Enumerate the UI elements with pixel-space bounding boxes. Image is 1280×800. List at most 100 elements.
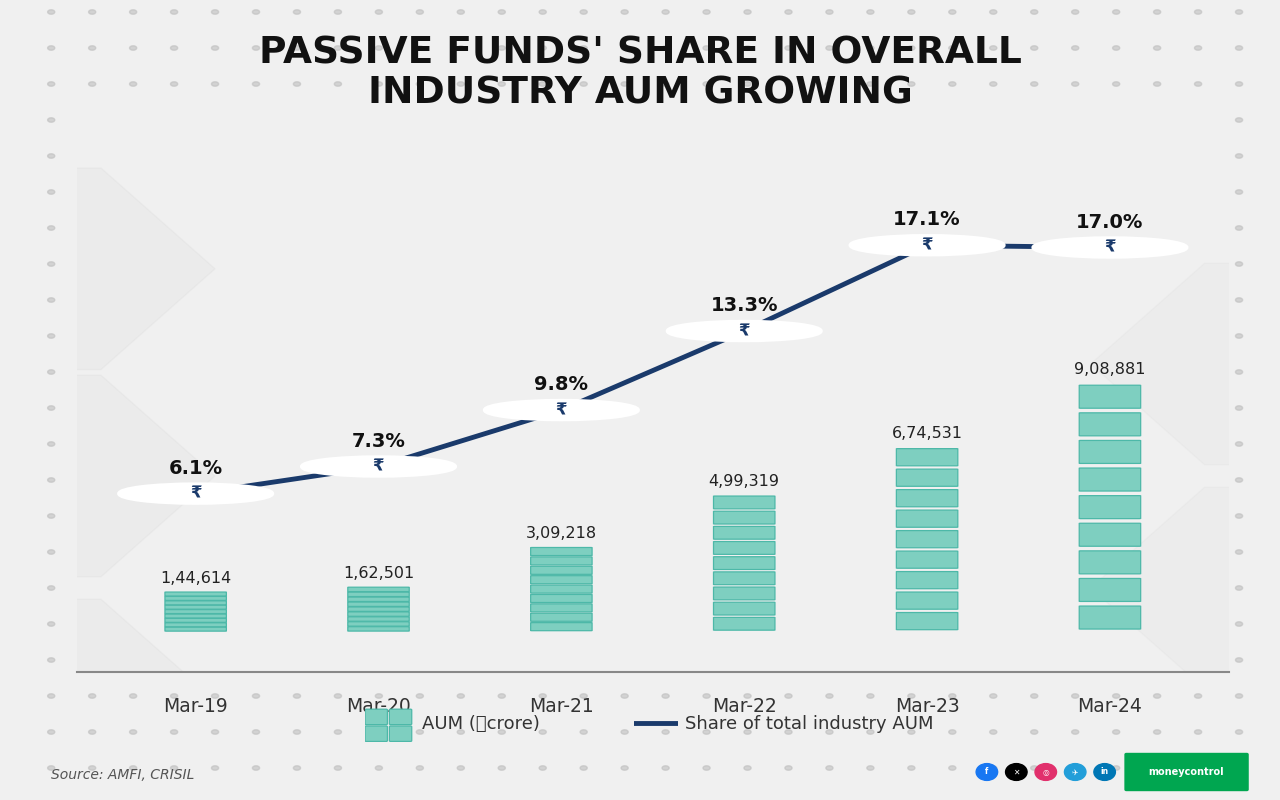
Text: ₹: ₹ xyxy=(372,458,384,475)
FancyBboxPatch shape xyxy=(365,709,388,725)
Polygon shape xyxy=(1091,487,1280,689)
Text: 17.1%: 17.1% xyxy=(893,210,961,230)
FancyBboxPatch shape xyxy=(713,542,774,554)
FancyBboxPatch shape xyxy=(165,592,227,596)
FancyBboxPatch shape xyxy=(896,592,957,610)
FancyBboxPatch shape xyxy=(1079,523,1140,546)
FancyBboxPatch shape xyxy=(1079,606,1140,629)
FancyBboxPatch shape xyxy=(1079,496,1140,518)
FancyBboxPatch shape xyxy=(531,614,593,622)
FancyBboxPatch shape xyxy=(348,592,410,597)
Text: 4,99,319: 4,99,319 xyxy=(709,474,780,490)
Text: ◎: ◎ xyxy=(1042,767,1050,777)
Circle shape xyxy=(850,236,1004,254)
FancyBboxPatch shape xyxy=(713,511,774,524)
Text: ₹: ₹ xyxy=(922,236,933,254)
Text: PASSIVE FUNDS' SHARE IN OVERALL: PASSIVE FUNDS' SHARE IN OVERALL xyxy=(259,36,1021,72)
Circle shape xyxy=(1006,763,1027,781)
Circle shape xyxy=(977,763,997,781)
FancyBboxPatch shape xyxy=(1079,551,1140,574)
Text: 1,62,501: 1,62,501 xyxy=(343,566,415,582)
Text: ₹: ₹ xyxy=(1105,238,1116,257)
FancyBboxPatch shape xyxy=(348,607,410,611)
Polygon shape xyxy=(0,375,215,577)
FancyBboxPatch shape xyxy=(165,614,227,618)
FancyBboxPatch shape xyxy=(713,526,774,539)
FancyBboxPatch shape xyxy=(348,612,410,616)
Text: 9.8%: 9.8% xyxy=(534,375,589,394)
Text: 1,44,614: 1,44,614 xyxy=(160,571,232,586)
FancyBboxPatch shape xyxy=(896,530,957,548)
FancyBboxPatch shape xyxy=(531,594,593,602)
FancyBboxPatch shape xyxy=(713,557,774,570)
FancyBboxPatch shape xyxy=(896,551,957,568)
FancyBboxPatch shape xyxy=(713,496,774,509)
Text: Share of total industry AUM: Share of total industry AUM xyxy=(685,715,933,733)
FancyBboxPatch shape xyxy=(165,622,227,626)
Circle shape xyxy=(485,401,639,419)
Text: ✈: ✈ xyxy=(1073,767,1078,777)
FancyBboxPatch shape xyxy=(896,510,957,527)
FancyBboxPatch shape xyxy=(531,566,593,574)
FancyBboxPatch shape xyxy=(1124,753,1249,791)
Text: INDUSTRY AUM GROWING: INDUSTRY AUM GROWING xyxy=(367,76,913,112)
FancyBboxPatch shape xyxy=(1079,413,1140,436)
Circle shape xyxy=(1094,763,1115,781)
FancyBboxPatch shape xyxy=(713,587,774,600)
FancyBboxPatch shape xyxy=(348,622,410,626)
FancyBboxPatch shape xyxy=(1079,468,1140,491)
Text: moneycontrol: moneycontrol xyxy=(1148,767,1225,777)
Text: 13.3%: 13.3% xyxy=(710,296,778,315)
Circle shape xyxy=(667,322,820,341)
FancyBboxPatch shape xyxy=(1079,386,1140,408)
FancyBboxPatch shape xyxy=(1079,441,1140,463)
FancyBboxPatch shape xyxy=(531,622,593,630)
FancyBboxPatch shape xyxy=(348,617,410,622)
FancyBboxPatch shape xyxy=(165,601,227,605)
Text: Source: AMFI, CRISIL: Source: AMFI, CRISIL xyxy=(51,768,195,782)
FancyBboxPatch shape xyxy=(896,490,957,506)
FancyBboxPatch shape xyxy=(165,610,227,614)
Circle shape xyxy=(119,484,273,503)
Text: 6.1%: 6.1% xyxy=(169,459,223,478)
Text: in: in xyxy=(1101,767,1108,777)
Text: 6,74,531: 6,74,531 xyxy=(892,426,963,442)
FancyBboxPatch shape xyxy=(389,726,412,742)
FancyBboxPatch shape xyxy=(348,597,410,602)
FancyBboxPatch shape xyxy=(531,547,593,555)
Circle shape xyxy=(302,457,456,476)
FancyBboxPatch shape xyxy=(348,587,410,592)
Polygon shape xyxy=(0,168,215,370)
FancyBboxPatch shape xyxy=(165,606,227,609)
FancyBboxPatch shape xyxy=(165,618,227,622)
Text: ₹: ₹ xyxy=(739,322,750,340)
Text: ✕: ✕ xyxy=(1014,767,1019,777)
FancyBboxPatch shape xyxy=(531,557,593,565)
FancyBboxPatch shape xyxy=(713,618,774,630)
FancyBboxPatch shape xyxy=(348,626,410,631)
Text: ₹: ₹ xyxy=(556,401,567,419)
Text: 3,09,218: 3,09,218 xyxy=(526,526,596,541)
Text: 17.0%: 17.0% xyxy=(1076,213,1143,232)
FancyBboxPatch shape xyxy=(531,604,593,612)
Circle shape xyxy=(1065,763,1085,781)
Text: 9,08,881: 9,08,881 xyxy=(1074,362,1146,378)
FancyBboxPatch shape xyxy=(531,576,593,584)
Polygon shape xyxy=(1091,263,1280,465)
FancyBboxPatch shape xyxy=(896,469,957,486)
FancyBboxPatch shape xyxy=(896,449,957,466)
Text: ₹: ₹ xyxy=(189,485,201,502)
Polygon shape xyxy=(0,599,215,800)
FancyBboxPatch shape xyxy=(1079,578,1140,602)
FancyBboxPatch shape xyxy=(165,597,227,600)
FancyBboxPatch shape xyxy=(531,585,593,593)
FancyBboxPatch shape xyxy=(165,627,227,631)
FancyBboxPatch shape xyxy=(348,602,410,606)
Circle shape xyxy=(1036,763,1056,781)
FancyBboxPatch shape xyxy=(365,726,388,742)
FancyBboxPatch shape xyxy=(896,613,957,630)
FancyBboxPatch shape xyxy=(389,709,412,725)
FancyBboxPatch shape xyxy=(896,571,957,589)
Text: AUM (⃙crore): AUM (⃙crore) xyxy=(422,715,540,733)
Text: 7.3%: 7.3% xyxy=(352,432,406,450)
